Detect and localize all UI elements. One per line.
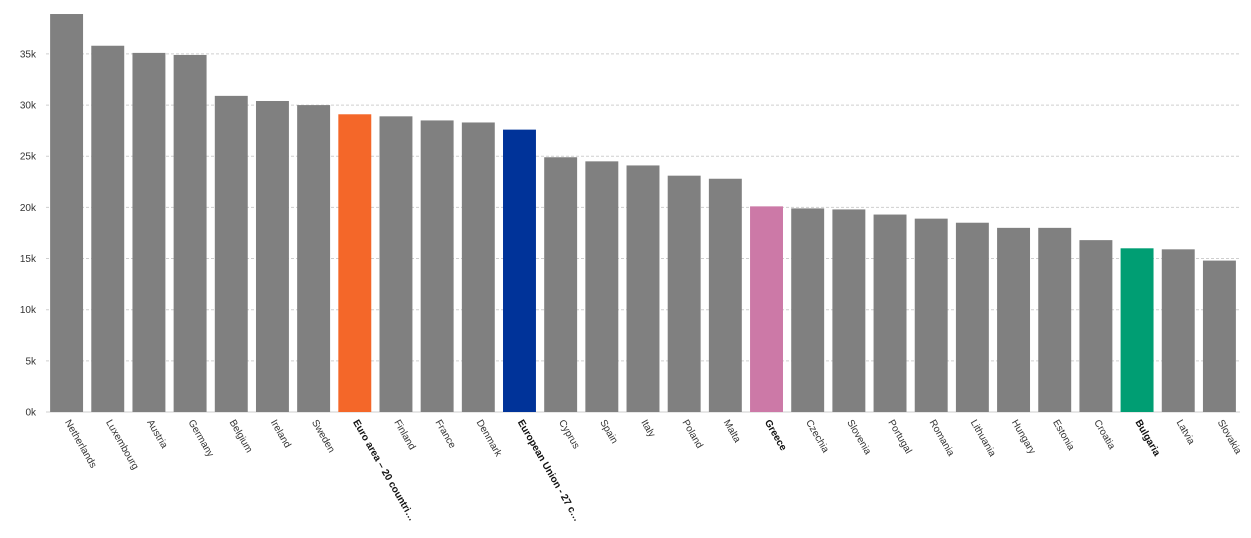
bar[interactable] bbox=[1079, 240, 1113, 412]
x-tick-label: Estonia bbox=[1050, 418, 1076, 453]
y-tick-label: 35k bbox=[20, 49, 37, 60]
x-tick-label: Czechia bbox=[803, 418, 831, 455]
y-axis-ticks: 0k 5k 10k 15k 20k 25k 30k 35k bbox=[20, 49, 37, 418]
x-tick-label: Luxembourg bbox=[103, 418, 140, 472]
bar[interactable] bbox=[1202, 260, 1236, 412]
x-tick-label: Italy bbox=[638, 418, 657, 439]
x-tick-label: Malta bbox=[721, 418, 743, 445]
x-tick-label: Austria bbox=[144, 418, 169, 451]
bar[interactable] bbox=[379, 116, 413, 412]
x-tick-label: Romania bbox=[927, 418, 957, 459]
bar[interactable] bbox=[173, 54, 207, 412]
bar[interactable] bbox=[873, 214, 907, 412]
x-tick-label: Finland bbox=[391, 418, 417, 452]
y-tick-label: 25k bbox=[20, 152, 37, 163]
bar[interactable] bbox=[914, 218, 948, 412]
bar[interactable] bbox=[50, 14, 84, 413]
x-tick-label: Ireland bbox=[268, 418, 293, 450]
x-tick-label: Spain bbox=[597, 418, 619, 446]
bar[interactable] bbox=[667, 175, 701, 412]
x-tick-label: Sweden bbox=[309, 418, 337, 455]
bar[interactable] bbox=[997, 227, 1031, 412]
bar[interactable] bbox=[750, 206, 783, 412]
y-tick-label: 5k bbox=[25, 356, 37, 367]
x-tick-label: Slovenia bbox=[844, 418, 873, 457]
bar[interactable] bbox=[626, 165, 660, 412]
bar[interactable] bbox=[1038, 227, 1072, 412]
bar[interactable] bbox=[132, 52, 166, 413]
bar[interactable] bbox=[91, 45, 125, 412]
x-tick-label: Denmark bbox=[474, 418, 504, 459]
x-tick-label: Slovakia bbox=[1215, 418, 1244, 457]
bar[interactable] bbox=[1120, 248, 1154, 412]
x-tick-label: Bulgaria bbox=[1132, 418, 1162, 459]
x-tick-label: Belgium bbox=[227, 418, 255, 455]
x-tick-label: Portugal bbox=[885, 418, 913, 456]
x-tick-label: Greece bbox=[762, 418, 789, 453]
x-tick-label: Latvia bbox=[1174, 418, 1197, 447]
bar[interactable] bbox=[461, 122, 495, 412]
y-tick-label: 15k bbox=[20, 254, 37, 265]
y-tick-label: 20k bbox=[20, 203, 37, 214]
bar[interactable] bbox=[544, 157, 578, 412]
x-tick-label: Croatia bbox=[1091, 418, 1117, 452]
x-tick-label: France bbox=[433, 418, 458, 451]
bar[interactable] bbox=[585, 161, 619, 412]
bar[interactable] bbox=[1161, 249, 1195, 412]
x-tick-label: Poland bbox=[680, 418, 705, 450]
bar[interactable] bbox=[420, 120, 454, 412]
x-axis-labels: Netherlands Luxembourg Austria Germany Belgi… bbox=[62, 418, 1243, 524]
x-tick-label: Germany bbox=[186, 418, 216, 459]
y-tick-label: 10k bbox=[20, 305, 37, 316]
bar[interactable] bbox=[297, 105, 331, 413]
bar[interactable] bbox=[503, 129, 536, 412]
x-tick-label: Netherlands bbox=[62, 418, 98, 470]
x-tick-label: Hungary bbox=[1009, 418, 1037, 456]
bar[interactable] bbox=[791, 208, 825, 412]
bar[interactable] bbox=[255, 100, 289, 412]
x-tick-label: Lithuania bbox=[968, 418, 998, 459]
bar[interactable] bbox=[955, 222, 989, 412]
bar[interactable] bbox=[214, 95, 248, 412]
y-tick-label: 30k bbox=[20, 101, 37, 112]
y-tick-label: 0k bbox=[25, 408, 37, 419]
bars bbox=[50, 14, 1236, 413]
x-tick-label: Cyprus bbox=[556, 418, 581, 451]
bar[interactable] bbox=[832, 209, 866, 412]
bar[interactable] bbox=[338, 114, 372, 413]
bar[interactable] bbox=[708, 178, 742, 412]
